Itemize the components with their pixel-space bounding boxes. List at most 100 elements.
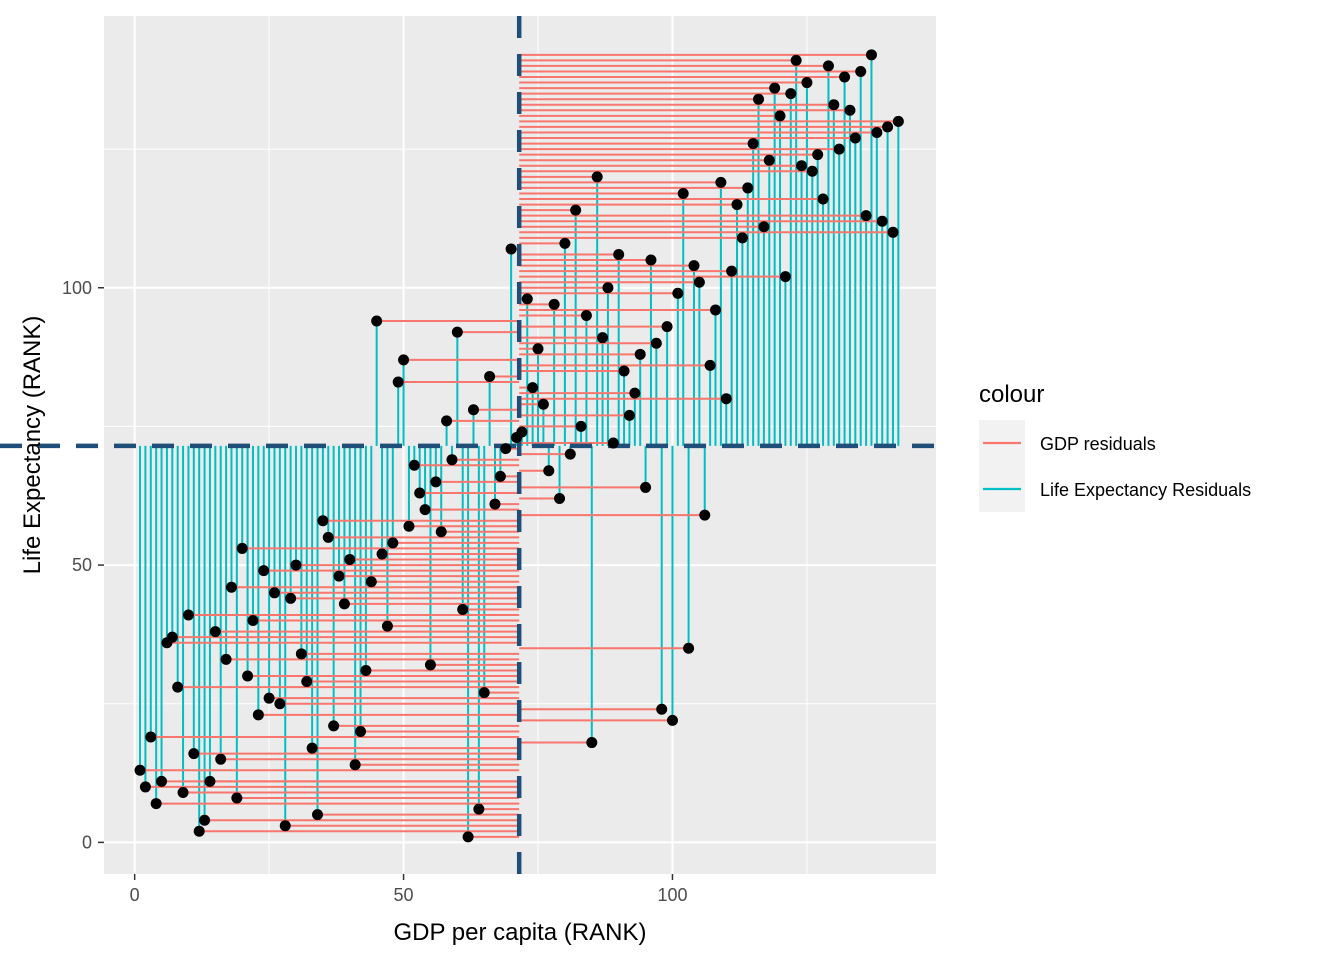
data-point [709,304,721,316]
y-axis-tick-label: 50 [72,555,92,575]
data-point [225,581,237,593]
data-point [156,775,168,787]
data-point [516,426,528,438]
data-point [355,725,367,737]
data-point [424,659,436,671]
data-point [500,443,512,455]
data-point [597,332,609,344]
data-point [763,154,775,166]
data-point [532,343,544,355]
data-point [666,714,678,726]
legend-label-gdp-residuals: GDP residuals [1040,434,1156,454]
data-point [172,681,184,693]
data-point [306,742,318,754]
x-axis-tick-label: 100 [657,885,687,905]
data-point [629,387,641,399]
data-point [419,504,431,516]
data-point [215,753,227,765]
data-point [376,548,388,560]
data-point [193,825,205,837]
data-point [855,65,867,77]
data-point [484,371,496,383]
data-point [231,792,243,804]
data-point [796,160,808,172]
data-point [699,509,711,521]
data-point [457,603,469,615]
data-point [892,115,904,127]
data-point [333,570,345,582]
data-point [527,382,539,394]
data-point [570,204,582,216]
data-point [408,459,420,471]
data-point [779,271,791,283]
data-point [661,321,673,333]
data-point [188,748,200,760]
data-point [295,648,307,660]
data-point [139,781,151,793]
data-point [242,670,254,682]
data-point [865,49,877,61]
data-point [478,687,490,699]
legend-title: colour [979,381,1044,408]
data-point [645,254,657,266]
data-point [349,759,361,771]
data-point [236,542,248,554]
data-point [623,409,635,421]
data-point [747,138,759,150]
data-point [537,398,549,410]
data-point [441,415,453,427]
data-point [344,554,356,566]
data-point [704,359,716,371]
data-point [736,232,748,244]
data-point [290,559,302,571]
data-point [543,465,555,477]
data-point [871,126,883,138]
data-point [650,337,662,349]
data-point [252,709,264,721]
axis-ticks [98,287,674,880]
data-point [656,703,668,715]
data-point [134,764,146,776]
data-point [247,615,259,627]
data-point [521,293,533,305]
data-point [199,814,211,826]
data-point [360,664,372,676]
data-point [559,237,571,249]
data-point [677,187,689,199]
data-point [801,77,813,89]
data-point [220,653,232,665]
data-point [591,171,603,183]
data-point [726,265,738,277]
data-point [317,515,329,527]
data-point [166,631,178,643]
data-point [817,193,829,205]
data-point [467,404,479,416]
data-point [338,598,350,610]
data-point [182,609,194,621]
data-point [672,287,684,299]
data-point [398,354,410,366]
data-point [882,121,894,133]
data-point [414,487,426,499]
x-axis-tick-label: 50 [394,885,414,905]
data-point [322,531,334,543]
data-point [683,642,695,654]
data-point [742,182,754,194]
x-axis-tick-labels: 0 50 100 [130,885,688,905]
data-point [839,71,851,83]
data-point [774,110,786,122]
x-axis-tick-label: 0 [130,885,140,905]
data-point [435,526,447,538]
data-point [274,698,286,710]
data-point [430,476,442,488]
data-point [688,260,700,272]
data-point [769,82,781,94]
data-point [392,376,404,388]
legend-label-life-expectancy-residuals: Life Expectancy Residuals [1040,480,1251,500]
data-points [134,49,904,843]
y-axis-tick-label: 0 [82,832,92,852]
data-point [602,282,614,294]
data-point [720,393,732,405]
data-point [758,221,770,233]
data-point [715,176,727,188]
